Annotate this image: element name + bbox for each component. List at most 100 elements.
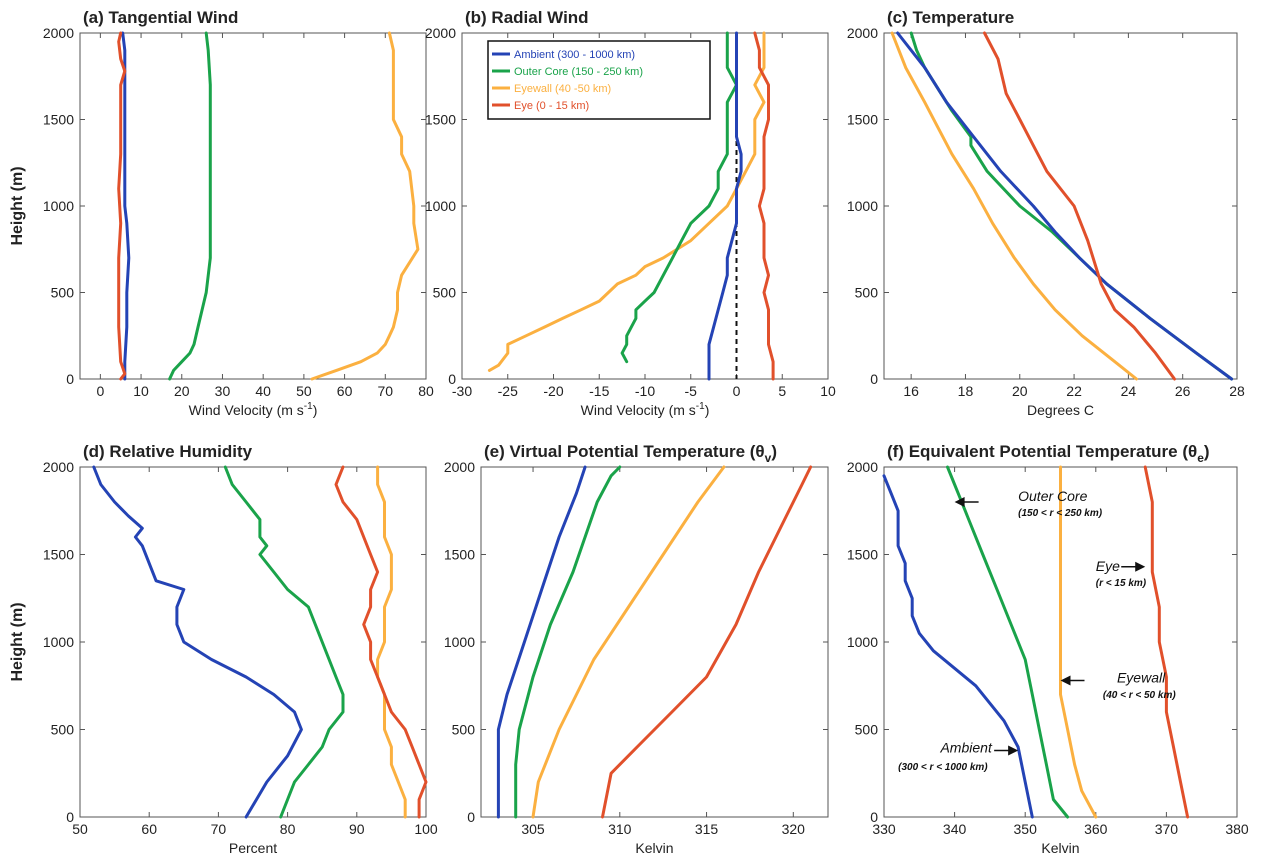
series-line-outer-core xyxy=(223,465,345,819)
annotation-label-eyewall: Eyewall xyxy=(1117,669,1166,685)
legend-label-outer-core: Outer Core (150 - 250 km) xyxy=(514,66,643,78)
annotations: Outer Core (150 < r < 250 km) Eye (r < 15 k… xyxy=(898,488,1176,773)
panel-title: (a) Tangential Wind xyxy=(83,8,238,27)
series-line-outer-core xyxy=(514,465,622,819)
panel-5: (e) Virtual Potential Temperature (θv) 30… xyxy=(444,442,829,856)
y-tick-label: 1000 xyxy=(444,634,475,650)
x-axis-label: Kelvin xyxy=(635,840,673,856)
y-tick-label: 500 xyxy=(452,722,476,738)
series-line-ambient xyxy=(92,465,303,819)
series-line-outer-core xyxy=(620,31,738,364)
y-tick-label: 0 xyxy=(448,371,456,387)
annotation-label-ambient: Ambient xyxy=(939,739,992,755)
y-tick-label: 0 xyxy=(66,809,74,825)
series-line-eye xyxy=(334,465,428,819)
y-tick-label: 1500 xyxy=(425,112,456,128)
legend: Ambient (300 - 1000 km) Outer Core (150 -… xyxy=(487,40,711,120)
x-axis-label: Wind Velocity (m s-1) xyxy=(581,401,710,418)
series-line-eyewall xyxy=(531,465,726,819)
series-line-eye xyxy=(601,465,813,819)
series-line-eye xyxy=(1143,465,1190,819)
x-tick-label: -25 xyxy=(498,383,518,399)
annotation-sublabel-eyewall: (40 < r < 50 km) xyxy=(1103,690,1176,701)
annotation-sublabel-eye: (r < 15 km) xyxy=(1096,578,1147,589)
y-tick-label: 0 xyxy=(870,371,878,387)
x-axis-label: Degrees C xyxy=(1027,402,1094,418)
annotation-arrowhead-icon xyxy=(1008,745,1019,756)
x-tick-label: 10 xyxy=(133,383,149,399)
panel-title: (d) Relative Humidity xyxy=(83,442,253,461)
y-axis-label: Height (m) xyxy=(9,166,26,245)
y-tick-label: 1000 xyxy=(847,634,878,650)
series-line-ambient xyxy=(707,31,743,381)
x-tick-label: -15 xyxy=(589,383,609,399)
x-tick-label: 380 xyxy=(1225,821,1249,837)
legend-label-ambient: Ambient (300 - 1000 km) xyxy=(514,49,635,61)
y-tick-label: 2000 xyxy=(43,25,74,41)
x-tick-label: 360 xyxy=(1084,821,1108,837)
series-line-ambient xyxy=(496,465,587,819)
x-tick-label: 30 xyxy=(215,383,231,399)
x-tick-label: 100 xyxy=(414,821,438,837)
y-tick-label: 1000 xyxy=(43,198,74,214)
plot-frame xyxy=(883,32,1238,380)
x-tick-label: 20 xyxy=(1012,383,1028,399)
x-tick-label: 80 xyxy=(280,821,296,837)
y-tick-label: 1500 xyxy=(43,547,74,563)
series-line-eyewall xyxy=(890,31,1138,381)
x-tick-label: 70 xyxy=(378,383,394,399)
x-axis-label: Percent xyxy=(229,840,277,856)
y-tick-label: 2000 xyxy=(444,459,475,475)
y-tick-label: 1500 xyxy=(43,112,74,128)
y-tick-label: 1500 xyxy=(444,547,475,563)
annotation-arrowhead-icon xyxy=(1135,561,1146,572)
panel-title: (b) Radial Wind xyxy=(465,8,589,27)
y-tick-label: 0 xyxy=(66,371,74,387)
x-axis-label: Kelvin xyxy=(1041,840,1079,856)
panel-title: (e) Virtual Potential Temperature (θv) xyxy=(484,442,777,465)
series-line-eyewall xyxy=(310,31,420,381)
x-tick-label: -5 xyxy=(685,383,698,399)
y-tick-label: 2000 xyxy=(847,459,878,475)
x-tick-label: 70 xyxy=(211,821,227,837)
legend-label-eye: Eye (0 - 15 km) xyxy=(514,100,589,112)
x-tick-label: 50 xyxy=(296,383,312,399)
y-tick-label: 2000 xyxy=(425,25,456,41)
series-line-eye xyxy=(753,31,775,381)
x-tick-label: 90 xyxy=(349,821,365,837)
x-tick-label: 310 xyxy=(608,821,632,837)
x-tick-label: -10 xyxy=(635,383,655,399)
series-line-eyewall xyxy=(376,465,407,819)
series-line-eye xyxy=(983,31,1176,381)
x-tick-label: 16 xyxy=(903,383,919,399)
y-tick-label: 1000 xyxy=(425,198,456,214)
series-line-eyewall xyxy=(1059,465,1098,819)
series-line-eyewall xyxy=(487,31,766,372)
y-tick-label: 1000 xyxy=(43,634,74,650)
x-tick-label: 5 xyxy=(778,383,786,399)
annotation-sublabel-ambient: (300 < r < 1000 km) xyxy=(898,762,988,773)
series-line-ambient xyxy=(121,31,131,381)
annotation-label-outer-core: Outer Core xyxy=(1018,488,1087,504)
x-tick-label: -20 xyxy=(543,383,563,399)
x-tick-label: 340 xyxy=(943,821,967,837)
plot-frame xyxy=(480,466,829,818)
panel-title: (c) Temperature xyxy=(887,8,1014,27)
plot-frame xyxy=(79,32,427,380)
y-tick-label: 2000 xyxy=(43,459,74,475)
x-tick-label: 26 xyxy=(1175,383,1191,399)
x-tick-label: 22 xyxy=(1066,383,1082,399)
x-tick-label: 10 xyxy=(820,383,836,399)
x-tick-label: 40 xyxy=(255,383,271,399)
series-line-eye xyxy=(117,31,127,381)
annotation-arrowhead-icon xyxy=(954,497,965,507)
y-axis-label: Height (m) xyxy=(9,602,26,681)
x-tick-label: 0 xyxy=(96,383,104,399)
x-tick-label: -30 xyxy=(452,383,472,399)
x-tick-label: 60 xyxy=(337,383,353,399)
y-tick-label: 500 xyxy=(51,285,75,301)
x-tick-label: 24 xyxy=(1121,383,1137,399)
y-tick-label: 0 xyxy=(467,809,475,825)
series-line-ambient xyxy=(882,474,1034,819)
